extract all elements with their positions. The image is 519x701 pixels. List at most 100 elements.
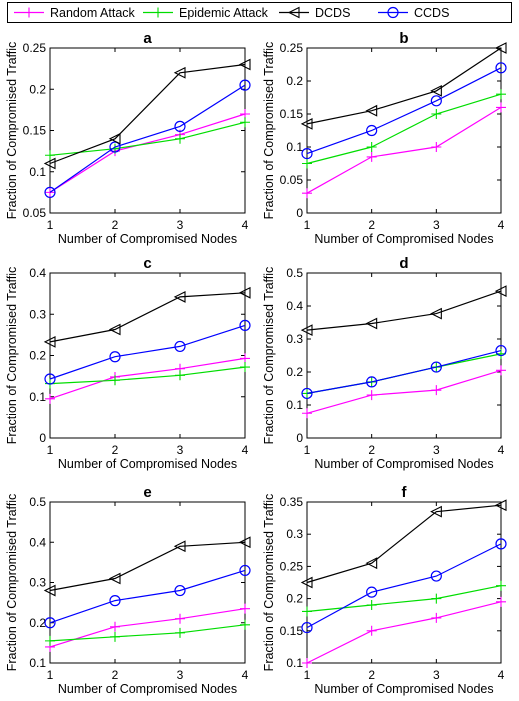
panel-title: b — [399, 30, 408, 47]
panel-title: a — [143, 30, 152, 47]
data-point-dcds — [365, 104, 378, 117]
series-line-dcds — [49, 292, 246, 343]
y-tick-label: 0.15 — [280, 624, 304, 638]
series-line-random — [306, 106, 502, 194]
data-point-random — [366, 151, 377, 162]
chart-panel-f: f 1 2 3 4 0.1 0.15 0.2 0.25 0.3 0.35 Number of Comp… — [262, 484, 507, 696]
data-point-epidemic — [240, 117, 250, 128]
plot-frame — [49, 272, 246, 439]
legend-marker-ccds — [387, 6, 399, 19]
y-tick-label: 0 — [39, 431, 46, 445]
data-point-dcds — [430, 307, 442, 320]
y-tick-label: 0.2 — [286, 592, 303, 606]
y-tick-label: 0.3 — [286, 332, 303, 346]
series-ccds — [301, 538, 507, 634]
series-line-dcds — [306, 290, 502, 331]
y-tick-label: 0.05 — [280, 173, 304, 187]
x-tick-label: 1 — [47, 668, 54, 682]
legend-item-ccds: CCDS — [378, 6, 449, 20]
y-tick-label: 0.3 — [286, 527, 303, 541]
data-point-epidemic — [240, 362, 250, 373]
series-line-epidemic — [49, 121, 246, 156]
series-line-random — [49, 357, 246, 400]
data-point-dcds — [494, 42, 507, 54]
x-tick-label: 3 — [177, 218, 184, 232]
y-tick-label: 0.35 — [280, 495, 304, 509]
legend-label-random: Random Attack — [50, 6, 136, 20]
data-point-dcds — [43, 584, 56, 597]
data-point-ccds — [430, 361, 442, 373]
y-tick-label: 0.4 — [29, 266, 46, 280]
data-point-random — [366, 625, 377, 636]
data-point-epidemic — [302, 606, 312, 617]
data-point-dcds — [43, 335, 56, 348]
data-point-epidemic — [431, 109, 442, 119]
data-point-random — [45, 393, 55, 404]
series-epidemic — [45, 362, 250, 389]
series-line-ccds — [306, 543, 502, 629]
data-point-dcds — [430, 85, 442, 97]
data-point-random — [366, 390, 377, 401]
plot-frame — [306, 47, 502, 214]
series-line-random — [49, 608, 246, 648]
data-point-ccds — [109, 141, 121, 153]
series-dcds — [300, 42, 507, 130]
series-line-random — [306, 601, 502, 664]
data-point-dcds — [300, 118, 313, 130]
chart-panel-a: a 1 2 3 4 0.05 0.1 0.15 0.2 0.25 Number of Comprom… — [5, 30, 251, 246]
data-point-dcds — [300, 576, 313, 589]
data-point-ccds — [174, 120, 186, 132]
y-tick-label: 0.25 — [280, 559, 304, 573]
y-tick-label: 0 — [296, 431, 303, 445]
data-point-ccds — [495, 344, 507, 357]
data-point-dcds — [494, 499, 507, 512]
y-axis-label: Fraction of Compromised Traffic — [262, 267, 276, 445]
y-axis-label: Fraction of Compromised Traffic — [262, 494, 276, 672]
series-random — [45, 603, 250, 652]
x-tick-label: 4 — [242, 218, 249, 232]
x-tick-label: 2 — [112, 443, 119, 457]
chart-panel-e: e 1 2 3 4 0.1 0.2 0.3 0.4 0.5 Number of Compromise… — [5, 484, 251, 696]
series-random — [302, 102, 506, 199]
chart-panel-c: c 1 2 3 4 0 0.1 0.2 0.3 0.4 Number of Compromised … — [5, 255, 251, 471]
data-point-epidemic — [431, 593, 442, 604]
data-point-epidemic — [110, 375, 120, 386]
data-point-dcds — [108, 132, 121, 145]
y-tick-label: 0.05 — [23, 206, 47, 220]
x-tick-label: 4 — [498, 218, 505, 232]
y-tick-label: 0.1 — [286, 140, 303, 154]
y-tick-label: 0.2 — [29, 349, 46, 363]
x-axis-label: Number of Compromised Nodes — [314, 682, 493, 696]
data-point-ccds — [109, 595, 121, 607]
data-point-dcds — [173, 66, 186, 79]
data-point-ccds — [174, 584, 186, 597]
y-tick-label: 0.3 — [29, 576, 46, 590]
panel-title: c — [143, 255, 151, 272]
data-point-random — [496, 596, 506, 607]
data-point-ccds — [301, 387, 313, 400]
x-tick-label: 2 — [112, 668, 119, 682]
data-point-ccds — [44, 617, 56, 629]
series-epidemic — [45, 619, 250, 646]
data-point-random — [431, 385, 442, 396]
legend-marker-dcds — [287, 6, 300, 19]
series-line-ccds — [306, 67, 502, 155]
y-tick-label: 0.1 — [286, 656, 303, 670]
y-tick-label: 0.3 — [29, 307, 46, 321]
x-tick-label: 1 — [304, 218, 311, 232]
y-tick-label: 0.2 — [286, 74, 303, 88]
data-point-ccds — [44, 373, 56, 385]
data-point-epidemic — [175, 627, 185, 638]
data-point-dcds — [430, 505, 442, 518]
y-tick-label: 0.2 — [29, 82, 46, 96]
series-epidemic — [45, 117, 250, 161]
x-tick-label: 2 — [112, 218, 119, 232]
y-tick-label: 0.15 — [280, 107, 304, 121]
series-line-epidemic — [49, 624, 246, 642]
x-tick-label: 1 — [304, 668, 311, 682]
data-point-dcds — [43, 157, 56, 170]
series-dcds — [300, 499, 507, 589]
series-ccds — [44, 564, 251, 629]
data-point-random — [431, 142, 442, 152]
x-tick-label: 1 — [47, 443, 54, 457]
